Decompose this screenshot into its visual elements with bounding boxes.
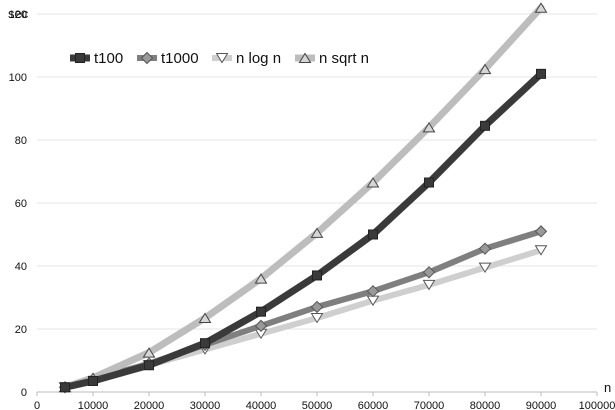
data-point [310, 227, 324, 238]
x-tick-label: 100000 [579, 400, 615, 410]
legend-marker [140, 51, 154, 65]
data-point [422, 279, 436, 291]
legend-label: t1000 [161, 50, 199, 67]
data-point [256, 306, 266, 317]
x-tick-label: 80000 [470, 400, 501, 410]
data-point [368, 229, 378, 240]
data-point [478, 242, 492, 255]
legend-label: n sqrt n [319, 50, 369, 67]
x-tick-label: 70000 [414, 400, 445, 410]
x-tick-label: 90000 [526, 400, 557, 410]
y-tick-label: 100 [9, 72, 27, 84]
data-point [254, 319, 268, 333]
data-point [312, 270, 322, 281]
data-point [478, 262, 492, 274]
grid-lines [37, 13, 597, 330]
series-line [62, 228, 544, 391]
data-point [534, 225, 548, 238]
data-point [60, 382, 70, 393]
x-tick-label: 60000 [358, 400, 389, 410]
legend-label: t100 [94, 50, 123, 67]
data-point [198, 312, 212, 323]
data-point [254, 273, 268, 284]
data-point [310, 312, 324, 324]
y-tick-label: 40 [15, 261, 27, 273]
data-point [422, 121, 436, 133]
legend: t100 t1000 n log n n sqrt n [70, 50, 369, 67]
data-point [310, 300, 324, 314]
data-point [424, 177, 434, 188]
data-point [366, 284, 380, 298]
axes: 0 20 40 60 80 100 120 0 10000 20000 30000 40000 5000… [9, 9, 615, 410]
x-tick-label: 20000 [134, 400, 165, 410]
y-tick-label: 80 [15, 135, 27, 147]
data-point [200, 338, 210, 349]
x-axis-label: n [604, 380, 611, 395]
series-group [58, 2, 548, 394]
legend-marker [298, 52, 312, 63]
x-tick-label: 0 [34, 400, 40, 410]
data-point [366, 177, 380, 188]
y-axis-label: sec [8, 6, 29, 21]
data-point [88, 375, 98, 386]
x-tick-label: 30000 [190, 400, 221, 410]
legend-item: t1000 [137, 50, 199, 67]
y-tick-label: 60 [15, 198, 27, 210]
series-t100 [60, 68, 546, 393]
data-point [534, 2, 548, 13]
legend-label: n log n [236, 50, 281, 67]
legend-item: n log n [212, 50, 281, 67]
data-point [480, 120, 490, 131]
data-point [142, 347, 156, 358]
data-point [536, 68, 546, 79]
legend-item: t100 [70, 50, 123, 67]
legend-marker [215, 53, 229, 64]
series-line [61, 70, 545, 391]
x-tick-label: 50000 [302, 400, 333, 410]
x-tick-label: 40000 [246, 400, 277, 410]
data-point [422, 266, 436, 279]
y-tick-label: 120 [9, 9, 27, 21]
series-line [61, 4, 545, 391]
data-point [478, 63, 492, 75]
y-tick-label: 20 [15, 324, 27, 336]
legend-marker [75, 53, 85, 63]
x-tick-label: 10000 [78, 400, 109, 410]
data-point [534, 245, 548, 256]
data-point [144, 360, 154, 371]
y-tick-label: 0 [21, 387, 27, 399]
legend-item: n sqrt n [295, 50, 369, 67]
